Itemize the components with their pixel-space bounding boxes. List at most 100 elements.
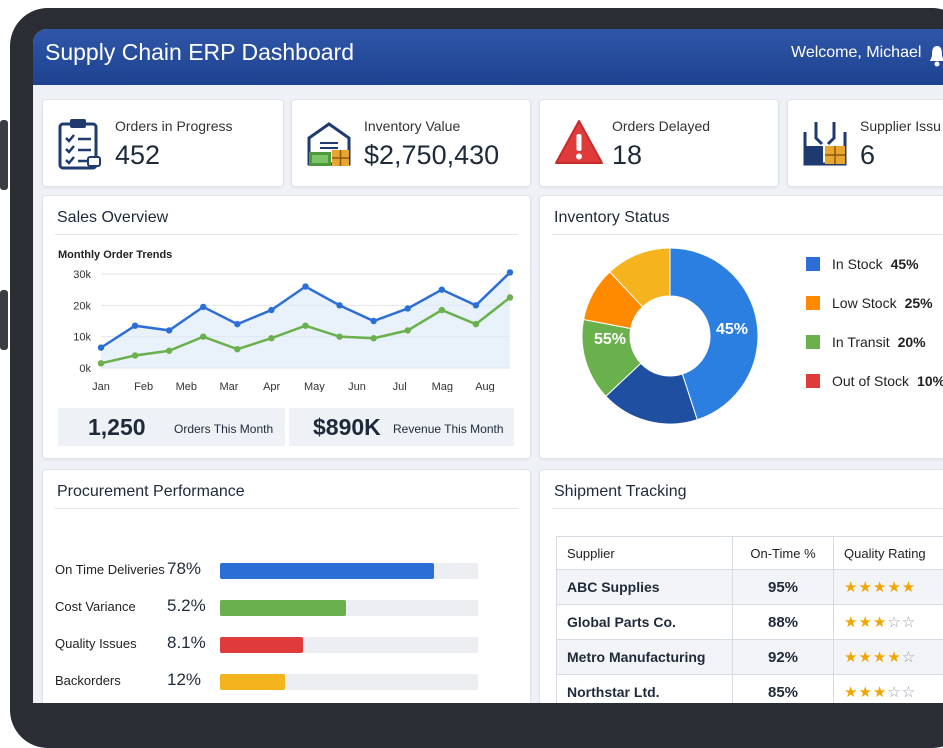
bar-value-label: 78% [167,559,201,579]
divider [55,508,518,509]
kpi-card-orders-in-progress[interactable]: Orders in Progress 452 [42,99,284,187]
panel-title: Sales Overview [57,209,168,227]
data-point [405,327,411,333]
data-point [439,307,445,313]
kpi-card-inventory-value[interactable]: Inventory Value $2,750,430 [291,99,531,187]
kpi-value: 18 [612,140,642,171]
stat-value: $890K [313,414,381,441]
data-point [234,346,240,352]
device-side-button [0,120,8,190]
slice-label: 55% [594,331,626,348]
x-tick-label: Meb [176,381,197,392]
bar-track [220,600,478,616]
data-point [234,321,240,327]
quality-rating-cell: ★★★☆☆ [834,675,943,704]
divider [552,508,943,509]
table-row[interactable]: Global Parts Co.88% ★★★☆☆ [557,605,943,640]
data-point [370,335,376,341]
table-row[interactable]: Northstar Ltd.85% ★★★☆☆ [557,675,943,704]
bar-category-label: Quality Issues [55,636,137,651]
on-time-cell: 92% [733,640,834,675]
x-tick-label: Apr [263,381,280,392]
x-tick-label: Mar [220,381,239,392]
data-point [507,294,513,300]
stat-orders-this-month: 1,250 Orders This Month [58,408,285,446]
bar-track [220,563,478,579]
inventory-donut-chart: 45% 55% [570,236,770,436]
legend-value: 25% [905,295,933,311]
table-header-row: Supplier On-Time % Quality Rating [557,537,943,570]
star-rating-icon: ★★★★☆ [844,649,916,666]
kpi-label: Orders in Progress [115,118,232,134]
legend-value: 20% [898,334,926,350]
x-tick-label: Jan [92,381,110,392]
kpi-card-supplier-issues[interactable]: Supplier Issu 6 [787,99,943,187]
legend-item: Low Stock 25% [806,295,933,311]
data-point [98,360,104,366]
shipment-table: Supplier On-Time % Quality Rating ABC Su… [556,536,943,703]
legend-swatch [806,257,820,271]
bar [220,637,303,653]
kpi-label: Inventory Value [364,118,460,134]
legend-label: In Transit [832,334,890,350]
star-rating-icon: ★★★☆☆ [844,614,916,631]
bar [220,674,285,690]
device-side-button [0,290,8,350]
welcome-text: Welcome, Michael [791,44,921,62]
bar [220,563,434,579]
data-point [132,323,138,329]
data-point [507,269,513,275]
bar-category-label: On Time Deliveries [55,562,165,577]
stat-label: Revenue This Month [393,422,504,436]
app-screen: Supply Chain ERP Dashboard Welcome, Mich… [33,29,943,703]
on-time-cell: 85% [733,675,834,704]
kpi-value: $2,750,430 [364,140,499,171]
legend-value: 10% [917,373,943,389]
x-tick-label: Aug [475,381,495,392]
star-rating-icon: ★★★☆☆ [844,684,916,701]
kpi-card-orders-delayed[interactable]: Orders Delayed 18 [539,99,779,187]
bar [220,600,346,616]
quality-rating-cell: ★★★★☆ [834,640,943,675]
x-tick-label: Jun [348,381,366,392]
supplier-cell: Global Parts Co. [557,605,733,640]
supplier-cell: Northstar Ltd. [557,675,733,704]
bar-value-label: 8.1% [167,633,206,653]
data-point [336,333,342,339]
column-header-supplier[interactable]: Supplier [557,537,733,570]
column-header-on-time[interactable]: On-Time % [733,537,834,570]
stat-revenue-this-month: $890K Revenue This Month [289,408,514,446]
bell-icon[interactable] [930,43,943,69]
warning-icon [554,118,604,168]
y-tick-label: 30k [73,269,91,281]
star-rating-icon: ★★★★★ [844,579,916,596]
legend-item: In Transit 20% [806,334,926,350]
stat-value: 1,250 [88,414,146,441]
legend-label: Low Stock [832,295,897,311]
legend-swatch [806,335,820,349]
kpi-value: 452 [115,140,160,171]
panel-title: Inventory Status [554,209,670,227]
x-tick-label: Jul [393,381,407,392]
page-title: Supply Chain ERP Dashboard [45,39,354,66]
panel-title: Shipment Tracking [554,483,687,501]
slice-label: 45% [716,321,748,338]
data-point [439,286,445,292]
column-header-quality-rating[interactable]: Quality Rating [834,537,943,570]
x-tick-label: May [304,381,325,392]
data-point [268,307,274,313]
on-time-cell: 88% [733,605,834,640]
quality-rating-cell: ★★★★★ [834,570,943,605]
data-point [268,335,274,341]
data-point [302,323,308,329]
kpi-label: Orders Delayed [612,118,710,134]
data-point [200,304,206,310]
legend-label: In Stock [832,256,883,272]
data-point [98,344,104,350]
